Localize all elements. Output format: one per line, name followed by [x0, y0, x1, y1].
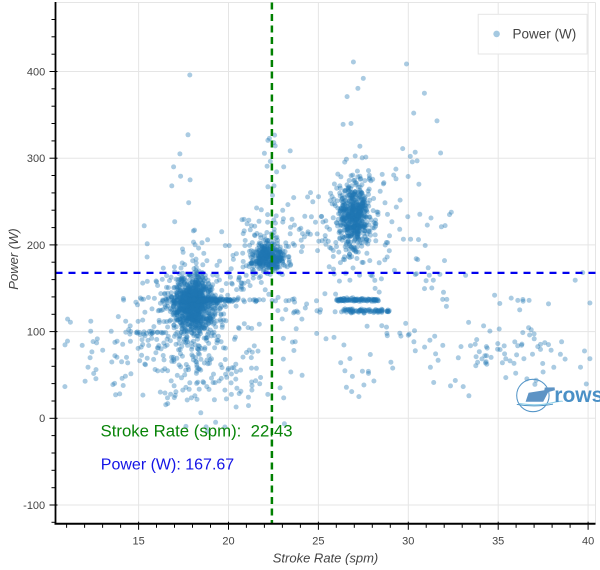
svg-text:Stroke Rate (spm): 22.43: Stroke Rate (spm): 22.43	[101, 421, 293, 440]
svg-text:Power (W): Power (W)	[6, 228, 21, 289]
svg-text:30: 30	[402, 536, 414, 548]
svg-text:25: 25	[312, 536, 324, 548]
svg-text:20: 20	[222, 536, 234, 548]
svg-text:35: 35	[492, 536, 504, 548]
svg-text:Power (W): 167.67: Power (W): 167.67	[101, 456, 234, 473]
svg-text:-100: -100	[23, 500, 45, 512]
svg-text:100: 100	[27, 327, 45, 339]
svg-text:Stroke Rate (spm): Stroke Rate (spm)	[273, 551, 378, 566]
svg-text:200: 200	[27, 240, 45, 252]
svg-text:300: 300	[27, 153, 45, 165]
svg-text:40: 40	[582, 536, 594, 548]
svg-text:400: 400	[27, 66, 45, 78]
svg-text:0: 0	[39, 413, 45, 425]
svg-text:Power (W): Power (W)	[513, 27, 577, 42]
svg-text:15: 15	[132, 536, 144, 548]
svg-text:rows: rows	[554, 384, 600, 407]
